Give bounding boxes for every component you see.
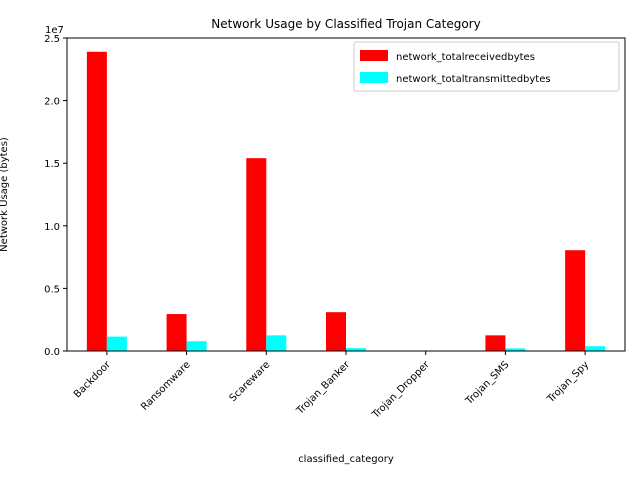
legend-label: network_totaltransmittedbytes <box>396 74 551 85</box>
bar-trojan-sms-received <box>485 335 506 351</box>
x-tick-label: Trojan_Spy <box>545 359 591 405</box>
x-tick-label: Scareware <box>228 359 273 404</box>
y-axis-offset-label: 1e7 <box>45 25 64 36</box>
x-tick-label: Backdoor <box>72 359 114 401</box>
bar-trojan-banker-received <box>326 312 346 351</box>
x-tick-label: Trojan_SMS <box>463 359 511 407</box>
x-tick-label: Trojan_Dropper <box>370 359 433 422</box>
legend: network_totalreceivedbytes network_totalt… <box>353 41 620 92</box>
x-tick-label: Trojan_Banker <box>294 359 353 418</box>
y-tick-label: 0.0 <box>44 347 60 358</box>
bar-trojan-spy-received <box>565 250 586 351</box>
y-tick-label: 1.5 <box>44 159 60 170</box>
bar-backdoor-transmitted <box>106 336 127 351</box>
bar-ransomware-received <box>166 314 187 351</box>
legend-box <box>353 41 620 92</box>
legend-label: network_totalreceivedbytes <box>396 52 535 63</box>
legend-swatch <box>360 50 388 61</box>
bar-scareware-transmitted <box>266 335 287 351</box>
plot-area: 0.0 0.5 1.0 1.5 2.0 2.5 Backdoor Ransomware Scar… <box>44 34 626 422</box>
bar-backdoor-received <box>86 51 107 351</box>
y-tick-label: 2.5 <box>44 34 60 45</box>
x-axis-label: classified_category <box>298 454 394 465</box>
bar-trojan-banker-transmitted <box>346 348 366 351</box>
y-tick-label: 0.5 <box>44 284 60 295</box>
y-axis-label: Network Usage (bytes) <box>0 137 10 252</box>
bar-scareware-received <box>246 158 267 351</box>
bar-ransomware-transmitted <box>186 341 207 351</box>
y-tick-label: 1.0 <box>44 222 60 233</box>
y-tick-label: 2.0 <box>44 97 60 108</box>
bar-trojan-sms-transmitted <box>505 348 526 351</box>
x-tick-label: Ransomware <box>139 359 192 412</box>
chart-title: Network Usage by Classified Trojan Categ… <box>211 17 480 31</box>
legend-swatch <box>360 72 388 83</box>
bar-trojan-spy-transmitted <box>585 346 606 351</box>
